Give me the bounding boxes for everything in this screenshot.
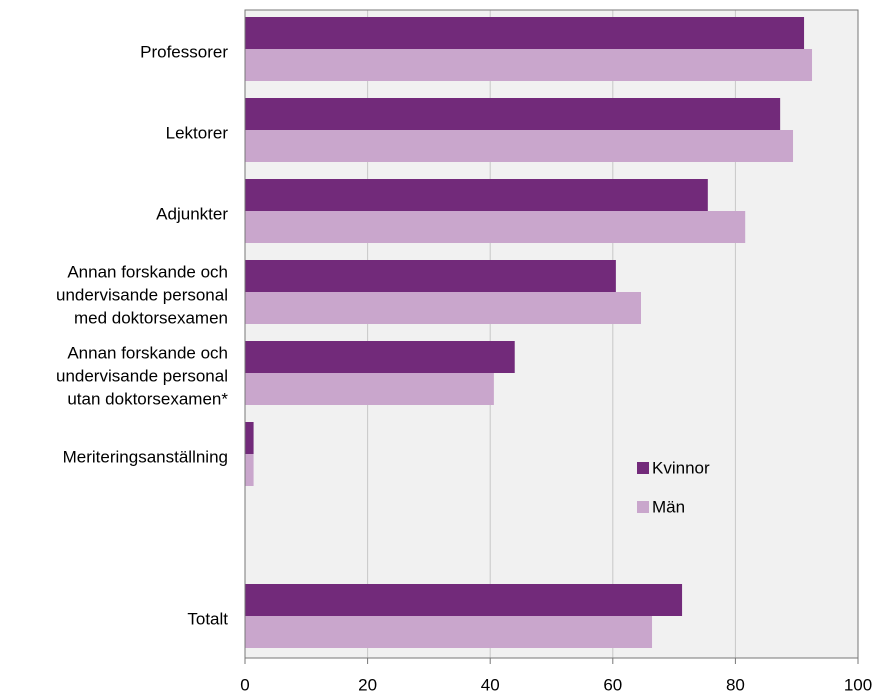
y-tick-label: Lektorer [165,123,228,142]
bar [245,98,781,130]
legend-label: Kvinnor [652,458,710,477]
legend-swatch [637,501,649,513]
bar [245,260,616,292]
x-tick-label: 100 [844,675,872,693]
y-tick-label: Professorer [140,42,228,61]
legend-swatch [637,462,649,474]
plot-frame [244,9,859,659]
x-tick-label: 40 [481,675,500,693]
y-tick-label: Meriteringsanställning [62,447,228,466]
bar [245,454,254,486]
bar [245,341,515,373]
x-tick-label: 60 [603,675,622,693]
bar [245,616,653,648]
bar [245,130,794,162]
y-tick-label: Totalt [187,609,228,628]
bar [245,49,813,81]
bar [245,292,641,324]
x-tick-label: 0 [240,675,249,693]
legend-label: Män [652,497,685,516]
x-tick-label: 20 [358,675,377,693]
bar [245,179,708,211]
y-tick-label: Annan forskande och undervisande persona… [55,343,228,408]
bar [245,373,494,405]
bar [245,211,746,243]
bar [245,422,254,454]
bar [245,584,683,616]
x-tick-label: 80 [726,675,745,693]
y-tick-label: Adjunkter [156,204,228,223]
bar [245,17,805,49]
y-tick-label: Annan forskande och undervisande persona… [55,262,228,327]
